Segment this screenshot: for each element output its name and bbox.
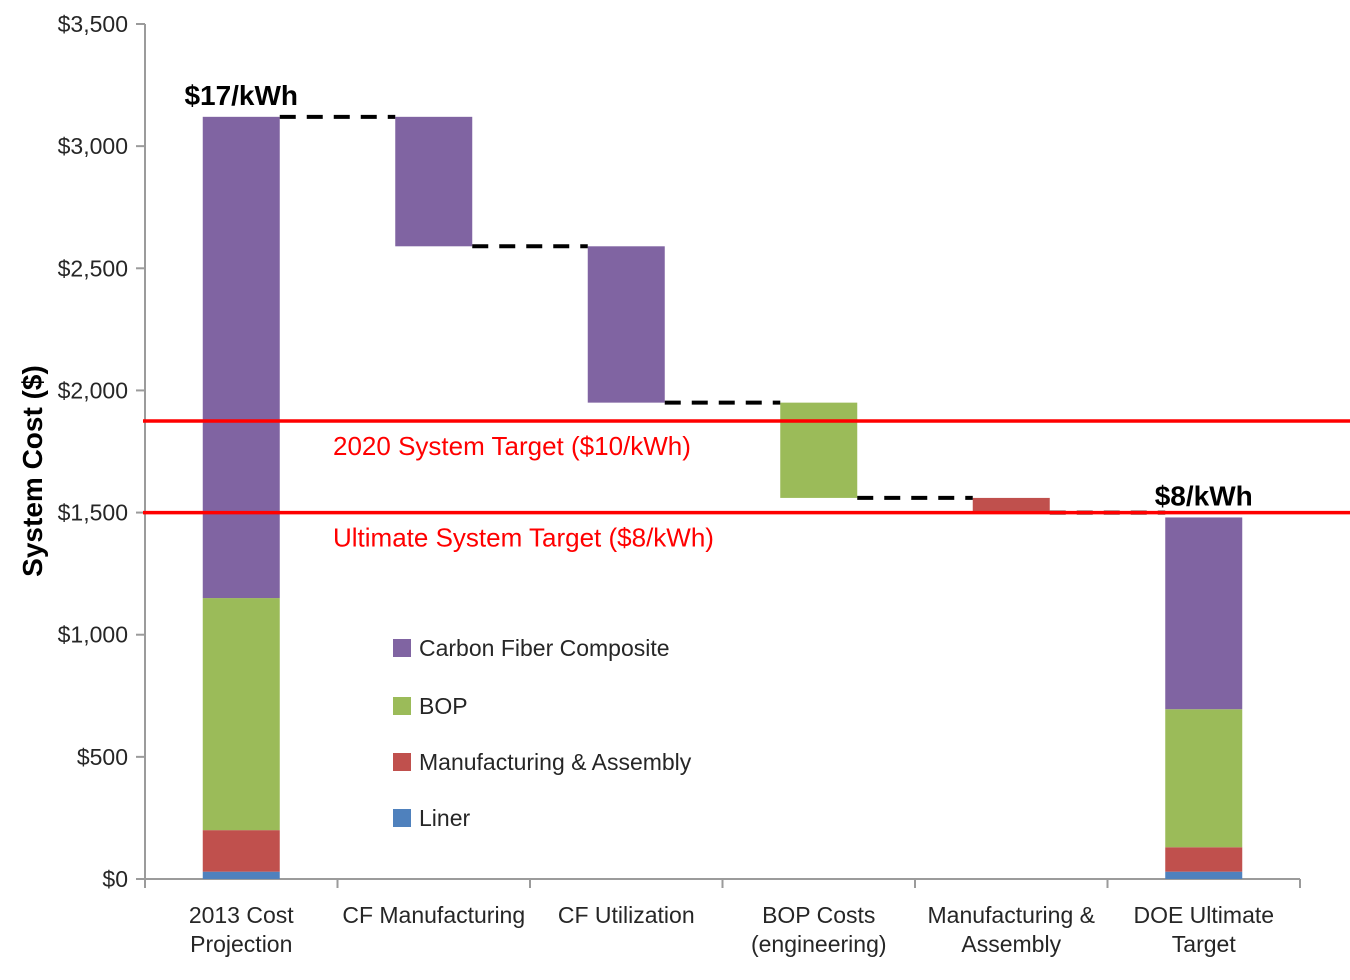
legend-swatch bbox=[393, 753, 411, 771]
bar-segment bbox=[202, 598, 280, 831]
legend-label: Liner bbox=[419, 805, 470, 831]
bar-segment bbox=[202, 830, 280, 872]
bar-segment bbox=[202, 871, 280, 879]
bar-segment bbox=[972, 497, 1050, 513]
y-tick-label: $500 bbox=[77, 744, 128, 770]
legend-swatch bbox=[393, 809, 411, 827]
kwh-annotation: $8/kWh bbox=[1155, 480, 1253, 511]
kwh-annotation: $17/kWh bbox=[184, 80, 298, 111]
bar-segment bbox=[1165, 709, 1243, 848]
x-category-label: CF Manufacturing bbox=[342, 902, 525, 928]
x-category-label: 2013 Cost Projection bbox=[189, 902, 294, 957]
y-tick-label: $3,500 bbox=[58, 11, 128, 37]
legend-swatch bbox=[393, 697, 411, 715]
x-category-label: DOE Ultimate Target bbox=[1133, 902, 1274, 957]
x-category-label: CF Utilization bbox=[558, 902, 695, 928]
y-tick-label: $1,500 bbox=[58, 500, 128, 526]
y-tick-label: $2,000 bbox=[58, 377, 128, 403]
bar-segment bbox=[1165, 517, 1243, 710]
y-axis-title: System Cost ($) bbox=[17, 365, 48, 577]
bar-segment bbox=[202, 116, 280, 599]
legend-label: Manufacturing & Assembly bbox=[419, 749, 692, 775]
legend-label: Carbon Fiber Composite bbox=[419, 635, 670, 661]
bar-segment bbox=[1165, 847, 1243, 872]
bar-segment bbox=[1165, 871, 1243, 879]
bar-segment bbox=[780, 402, 858, 498]
x-category-label: Manufacturing & Assembly bbox=[928, 902, 1095, 957]
bar-segment bbox=[587, 246, 665, 403]
legend-label: BOP bbox=[419, 693, 468, 719]
bar-segment bbox=[395, 116, 473, 247]
legend-swatch bbox=[393, 639, 411, 657]
target-line-label: Ultimate System Target ($8/kWh) bbox=[333, 523, 714, 553]
y-tick-label: $3,000 bbox=[58, 133, 128, 159]
y-tick-label: $2,500 bbox=[58, 255, 128, 281]
y-tick-label: $0 bbox=[102, 866, 128, 892]
target-line-label: 2020 System Target ($10/kWh) bbox=[333, 431, 691, 461]
y-tick-label: $1,000 bbox=[58, 622, 128, 648]
x-category-label: BOP Costs (engineering) bbox=[751, 902, 887, 957]
